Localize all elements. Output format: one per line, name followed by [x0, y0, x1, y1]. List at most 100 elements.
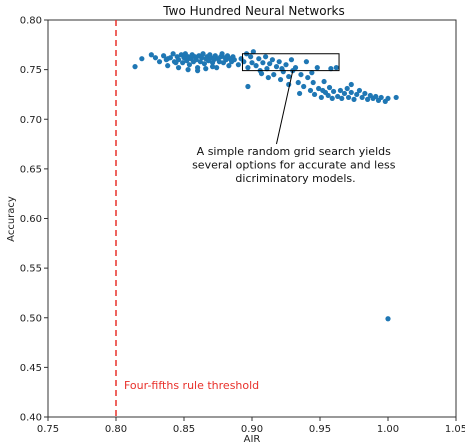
data-point — [197, 59, 203, 65]
data-point — [362, 90, 368, 97]
data-point — [356, 87, 363, 94]
data-point — [185, 67, 191, 73]
data-point — [276, 59, 282, 65]
data-point — [148, 52, 154, 58]
data-point — [385, 316, 391, 322]
y-tick-label: 0.75 — [20, 65, 42, 76]
data-point — [175, 65, 182, 71]
y-tick-label: 0.55 — [20, 264, 42, 275]
data-point — [165, 56, 171, 62]
data-point — [264, 66, 270, 72]
data-point — [201, 61, 207, 67]
data-point — [303, 59, 309, 65]
data-point — [341, 90, 348, 97]
data-point — [260, 60, 266, 66]
data-point — [161, 53, 167, 59]
data-point — [373, 93, 379, 100]
data-point — [365, 96, 371, 102]
data-point — [195, 68, 201, 74]
data-point — [311, 91, 318, 98]
data-point — [328, 66, 334, 72]
annotation-line-3: dicriminatory models. — [235, 172, 355, 185]
x-tick-label: 0.80 — [105, 424, 127, 435]
data-point — [359, 94, 365, 101]
data-point — [273, 64, 280, 70]
data-point — [223, 57, 229, 63]
data-point — [203, 66, 209, 72]
data-point — [309, 70, 315, 76]
data-point — [326, 84, 333, 91]
data-point — [170, 51, 176, 57]
data-point — [279, 66, 285, 72]
y-axis-ticks: 0.40 0.45 0.50 0.55 0.60 0.65 0.70 0.75 0.80 — [20, 16, 48, 424]
data-point — [180, 60, 186, 66]
y-tick-label: 0.40 — [20, 413, 42, 424]
data-point — [231, 57, 237, 63]
data-point — [269, 57, 275, 63]
data-point — [277, 76, 284, 83]
x-tick-label: 1.00 — [377, 424, 399, 435]
annotation-line-1: A simple random grid search yields — [197, 145, 391, 158]
data-point — [295, 79, 301, 86]
data-point — [320, 87, 326, 94]
y-tick-label: 0.65 — [20, 164, 42, 175]
x-axis-label: AIR — [244, 434, 261, 445]
data-point — [348, 81, 354, 88]
data-point — [344, 85, 350, 92]
x-axis-ticks: 0.75 0.80 0.85 0.90 0.95 1.00 1.05 — [37, 417, 465, 435]
data-point — [325, 92, 331, 99]
data-point — [258, 70, 265, 77]
data-point — [152, 55, 159, 61]
data-point — [139, 56, 145, 62]
data-point — [310, 79, 316, 86]
data-point — [286, 73, 292, 80]
data-point — [184, 58, 190, 64]
data-point — [345, 94, 352, 101]
annotation-box — [241, 53, 340, 72]
data-point — [329, 95, 335, 102]
annotation-text: A simple random grid search yields sever… — [192, 145, 399, 185]
data-point — [250, 49, 256, 55]
data-point — [271, 71, 277, 78]
plot-area — [47, 19, 457, 418]
data-point — [263, 54, 269, 60]
data-point — [216, 59, 222, 65]
data-point — [331, 88, 337, 95]
data-point — [307, 87, 314, 94]
x-tick-label: 0.95 — [309, 424, 331, 435]
data-point — [339, 95, 345, 102]
y-tick-label: 0.60 — [20, 214, 42, 225]
annotation-arrow — [275, 70, 294, 145]
data-point — [256, 56, 262, 62]
data-point — [186, 62, 193, 68]
data-point — [351, 96, 357, 102]
data-point — [292, 65, 299, 71]
data-point — [348, 89, 354, 96]
data-point — [219, 51, 225, 57]
data-point — [156, 59, 163, 65]
data-point — [165, 63, 171, 69]
data-point — [385, 95, 391, 102]
data-point — [283, 62, 289, 68]
data-point — [245, 83, 251, 90]
data-point — [235, 62, 241, 68]
y-tick-label: 0.45 — [20, 363, 42, 374]
data-point — [249, 60, 255, 66]
data-point — [354, 91, 360, 98]
x-tick-label: 1.05 — [445, 424, 465, 435]
data-point — [297, 90, 303, 97]
data-point — [199, 55, 205, 61]
data-point — [226, 63, 232, 69]
data-point — [267, 61, 273, 67]
data-point — [265, 74, 271, 81]
data-point — [173, 60, 179, 66]
data-point — [209, 64, 216, 70]
threshold-label: Four-fifths rule threshold — [124, 379, 259, 392]
data-point — [393, 94, 399, 101]
data-point — [193, 57, 199, 63]
data-point — [132, 64, 138, 70]
data-point — [245, 65, 251, 71]
data-point — [316, 85, 322, 92]
data-point — [288, 57, 295, 63]
